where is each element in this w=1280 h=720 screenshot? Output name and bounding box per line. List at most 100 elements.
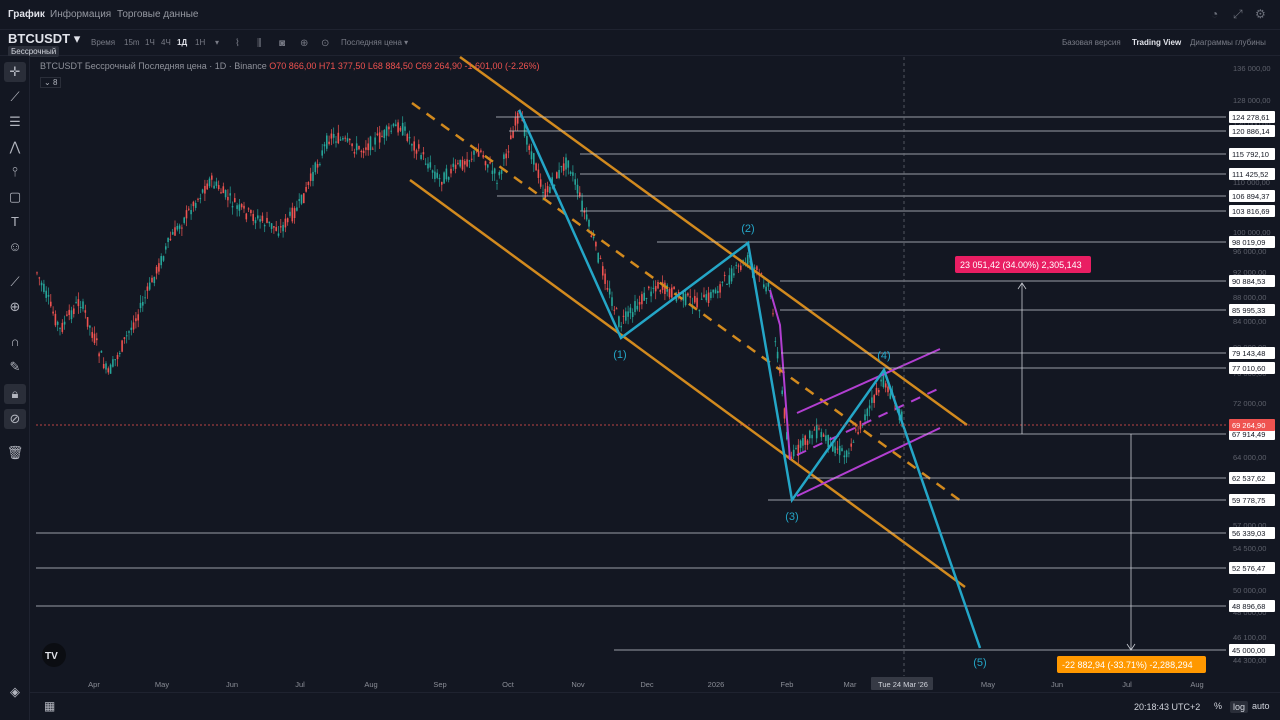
timeframe-1h[interactable]: 1Ч bbox=[145, 38, 155, 47]
triangle-lower-line[interactable] bbox=[796, 427, 941, 497]
time-axis[interactable]: Apr May Jun Jul Aug Sep Oct Nov Dec 2026 Feb Mar Tue… bbox=[88, 677, 1204, 690]
pencil-icon[interactable]: ✎ bbox=[9, 359, 21, 374]
timeframe-1w[interactable]: 1Н bbox=[195, 38, 206, 47]
time-label: Время bbox=[91, 38, 116, 47]
level-label: 111 425,52 bbox=[1232, 170, 1268, 179]
tab-trading-data[interactable]: Торговые данные bbox=[117, 9, 199, 20]
percent-toggle[interactable]: % bbox=[1214, 701, 1223, 711]
timeframe-more-icon[interactable]: ▾ bbox=[215, 38, 220, 47]
auto-toggle[interactable]: auto bbox=[1252, 701, 1270, 711]
log-toggle[interactable]: log bbox=[1230, 701, 1249, 713]
level-label: 52 576,47 bbox=[1232, 564, 1265, 573]
legend-ohlc: O70 866,00 H71 377,50 L68 884,50 C69 264… bbox=[269, 61, 540, 71]
layers-icon[interactable]: ◈ bbox=[10, 684, 20, 699]
view-basic[interactable]: Базовая версия bbox=[1062, 38, 1121, 47]
calendar-icon[interactable]: ▦ bbox=[44, 699, 56, 713]
horizontal-levels bbox=[36, 116, 1226, 651]
time-tick: Aug bbox=[364, 680, 377, 689]
channel-lower-line[interactable] bbox=[409, 178, 966, 589]
price-tick: 46 100,00 bbox=[1233, 633, 1266, 642]
time-tick: Apr bbox=[88, 680, 100, 689]
trash-icon[interactable]: 🗑︎ bbox=[6, 445, 24, 460]
timeframe-4h[interactable]: 4Ч bbox=[161, 38, 171, 47]
replay-icon[interactable]: ⊕ bbox=[300, 38, 309, 49]
bell-icon[interactable]: ◔ bbox=[1211, 7, 1219, 21]
projection-icon[interactable]: ⫯ bbox=[12, 164, 18, 179]
time-tick: Dec bbox=[640, 680, 654, 689]
timeframe-1d[interactable]: 1Д bbox=[177, 38, 188, 47]
level-label: 103 816,69 bbox=[1232, 207, 1270, 216]
time-tick: May bbox=[155, 680, 169, 689]
text-icon[interactable]: T bbox=[11, 214, 19, 229]
measure-up-tool[interactable]: 23 051,42 (34.00%) 2,305,143 bbox=[955, 256, 1091, 434]
bottom-bar: ▦ 20:18:43 UTC+2 % log auto bbox=[30, 692, 1280, 720]
view-depth[interactable]: Диаграммы глубины bbox=[1190, 38, 1266, 47]
time-tick: Tue 24 Mar '26 bbox=[878, 680, 928, 689]
wave-label: (2) bbox=[741, 223, 754, 235]
lock-icon[interactable]: 🔒︎ bbox=[4, 384, 26, 404]
wave-4-triangle[interactable] bbox=[769, 289, 941, 497]
wave-label: (3) bbox=[785, 511, 798, 523]
chart-toolbar: BTCUSDT ▾ Время 15m 1Ч 4Ч 1Д 1Н ▾ ⌇ ⫼ ◙ … bbox=[0, 30, 1280, 56]
ruler-icon[interactable]: ⟋ bbox=[10, 274, 20, 289]
level-label: 98 019,09 bbox=[1232, 238, 1265, 247]
level-label: 45 000,00 bbox=[1232, 646, 1265, 655]
shapes-icon[interactable]: ▢ bbox=[8, 189, 22, 204]
time-tick: Feb bbox=[781, 680, 794, 689]
price-type-select[interactable]: Последняя цена ▾ bbox=[341, 38, 409, 47]
elliott-wave-path[interactable] bbox=[517, 109, 982, 649]
price-tick: 84 000,00 bbox=[1233, 317, 1266, 326]
timeframe-15m[interactable]: 15m bbox=[124, 38, 140, 47]
tab-info[interactable]: Информация bbox=[50, 9, 112, 20]
time-tick: Sep bbox=[433, 680, 446, 689]
price-tick: 88 000,00 bbox=[1233, 293, 1266, 302]
level-label: 120 886,14 bbox=[1232, 127, 1270, 136]
view-tradingview[interactable]: Trading View bbox=[1132, 38, 1182, 47]
hide-drawings-icon[interactable]: ⊘ bbox=[4, 409, 26, 429]
level-label: 67 914,49 bbox=[1232, 430, 1265, 439]
indicator-toggle[interactable]: ⌄ 8 bbox=[40, 77, 62, 88]
level-label: 124 278,61 bbox=[1232, 113, 1270, 122]
channel-mid-line[interactable] bbox=[411, 101, 966, 506]
contract-badge: Бессрочный bbox=[8, 46, 60, 57]
zoom-icon[interactable]: ⊕ bbox=[9, 299, 21, 314]
triangle-mid-line[interactable] bbox=[796, 387, 941, 456]
camera-icon[interactable]: ◙ bbox=[279, 38, 286, 49]
price-tick: 64 000,00 bbox=[1233, 453, 1266, 462]
level-label: 90 884,53 bbox=[1232, 277, 1265, 286]
resize-icon[interactable]: ⤢ bbox=[1233, 7, 1243, 21]
time-tick: Oct bbox=[502, 680, 515, 689]
price-tick: 72 000,00 bbox=[1233, 399, 1266, 408]
settings-small-icon[interactable]: ⊙ bbox=[321, 38, 330, 49]
measure-up-badge bbox=[955, 256, 1091, 273]
channel-upper-line[interactable] bbox=[459, 55, 968, 427]
price-tick: 57 000,00 bbox=[1233, 521, 1266, 530]
chart-type-icon[interactable]: ⌇ bbox=[235, 38, 240, 49]
measure-down-tool[interactable]: -22 882,94 (-33.71%) -2,288,294 bbox=[1057, 434, 1206, 673]
price-tick: 44 300,00 bbox=[1233, 656, 1266, 665]
level-label: 85 995,33 bbox=[1232, 306, 1265, 315]
symbol-selector[interactable]: BTCUSDT ▾ bbox=[8, 31, 81, 46]
magnet-icon[interactable]: ∩ bbox=[10, 334, 20, 349]
descending-channel[interactable] bbox=[409, 55, 968, 589]
candlestick-series bbox=[36, 108, 903, 465]
time-tick: Jun bbox=[1051, 680, 1063, 689]
time-tick: Jun bbox=[226, 680, 238, 689]
time-tick: May bbox=[981, 680, 995, 689]
wave-3-segment bbox=[769, 289, 791, 461]
wave-label: (5) bbox=[973, 657, 986, 669]
settings-icon[interactable]: ⚙ bbox=[1255, 7, 1266, 21]
trend-line-icon[interactable]: ⟋ bbox=[10, 89, 20, 104]
indicators-icon[interactable]: ⫼ bbox=[257, 38, 262, 49]
price-tick: 48 000,00 bbox=[1233, 608, 1266, 617]
level-label: 59 778,75 bbox=[1232, 496, 1265, 505]
pattern-icon[interactable]: ⋀ bbox=[9, 139, 21, 154]
triangle-upper-line[interactable] bbox=[796, 348, 941, 414]
fib-icon[interactable]: ☰ bbox=[9, 114, 21, 129]
crosshair-icon[interactable]: ✛ bbox=[4, 62, 26, 82]
tab-chart[interactable]: График bbox=[8, 9, 45, 20]
price-tick: 110 000,00 bbox=[1233, 178, 1270, 187]
emoji-icon[interactable]: ☺ bbox=[8, 239, 22, 254]
